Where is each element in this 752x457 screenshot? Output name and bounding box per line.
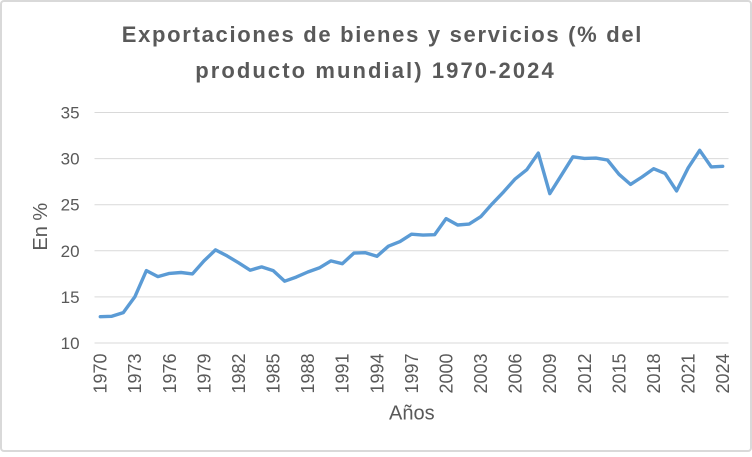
svg-text:15: 15: [61, 288, 80, 307]
svg-text:Exportaciones de bienes y serv: Exportaciones de bienes y servicios (% d…: [122, 22, 643, 47]
svg-text:10: 10: [61, 334, 80, 353]
svg-text:1982: 1982: [229, 354, 249, 394]
svg-text:2006: 2006: [506, 354, 526, 394]
svg-text:Años: Años: [389, 403, 435, 425]
svg-text:2024: 2024: [713, 354, 733, 394]
svg-text:1973: 1973: [125, 354, 145, 394]
svg-text:30: 30: [61, 150, 80, 169]
svg-text:2009: 2009: [540, 354, 560, 394]
svg-text:2021: 2021: [679, 354, 699, 394]
svg-text:1970: 1970: [91, 354, 111, 394]
svg-text:1991: 1991: [333, 354, 353, 394]
svg-text:2015: 2015: [609, 354, 629, 394]
svg-text:1997: 1997: [402, 354, 422, 394]
svg-text:25: 25: [61, 196, 80, 215]
svg-text:1985: 1985: [264, 354, 284, 394]
svg-text:2000: 2000: [436, 354, 456, 394]
svg-text:2018: 2018: [644, 354, 664, 394]
svg-text:1979: 1979: [194, 354, 214, 394]
svg-text:2012: 2012: [575, 354, 595, 394]
svg-text:2003: 2003: [471, 354, 491, 394]
svg-text:En %: En %: [30, 203, 52, 251]
svg-text:1988: 1988: [298, 354, 318, 394]
svg-text:20: 20: [61, 242, 80, 261]
svg-text:producto mundial) 1970-2024: producto mundial) 1970-2024: [195, 58, 556, 83]
svg-text:1976: 1976: [160, 354, 180, 394]
svg-text:1994: 1994: [367, 354, 387, 394]
svg-text:35: 35: [61, 104, 80, 123]
